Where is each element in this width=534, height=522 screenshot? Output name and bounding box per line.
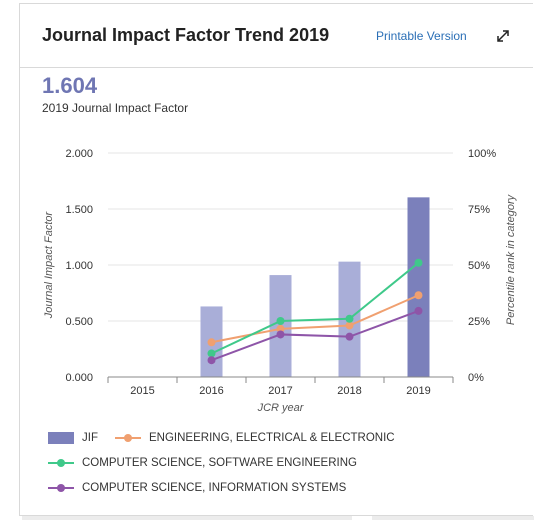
printable-version-link[interactable]: Printable Version (376, 29, 467, 43)
bottom-divider (22, 516, 352, 520)
legend-swatch (48, 432, 74, 444)
series-line (211, 309, 419, 362)
x-tick-label: 2019 (406, 385, 430, 397)
series-line (211, 261, 420, 355)
y2-tick-label: 50% (468, 260, 490, 272)
x-tick-label: 2016 (199, 385, 223, 397)
legend-label: COMPUTER SCIENCE, SOFTWARE ENGINEERING (82, 457, 357, 469)
series-point (207, 349, 216, 358)
legend-item[interactable]: COMPUTER SCIENCE, INFORMATION SYSTEMS (48, 482, 346, 494)
series-point (345, 332, 354, 341)
series-point (276, 324, 285, 333)
jif-value: 1.604 (42, 73, 98, 98)
card-header: Journal Impact Factor Trend 2019 Printab… (20, 4, 533, 68)
series-point (414, 306, 423, 315)
legend-label: COMPUTER SCIENCE, INFORMATION SYSTEMS (82, 482, 347, 494)
y2-tick-label: 75% (468, 204, 490, 216)
jif-label: 2019 Journal Impact Factor (42, 101, 189, 115)
legend-item[interactable]: COMPUTER SCIENCE, SOFTWARE ENGINEERING (48, 457, 357, 469)
series-point (345, 321, 354, 330)
x-tick-label: 2018 (337, 385, 361, 397)
x-axis-title: JCR year (257, 402, 305, 414)
y2-tick-label: 25% (468, 316, 490, 328)
jif-trend-card: Journal Impact Factor Trend 2019 Printab… (19, 3, 533, 516)
x-tick-label: 2015 (130, 385, 154, 397)
legend-item[interactable]: JIF (48, 432, 98, 444)
x-tick-label: 2017 (268, 385, 292, 397)
expand-arrows-icon[interactable] (494, 27, 512, 45)
legend-swatch (115, 434, 141, 442)
legend-item[interactable]: ENGINEERING, ELECTRICAL & ELECTRONIC (115, 432, 395, 444)
legend-label: ENGINEERING, ELECTRICAL & ELECTRONIC (149, 432, 395, 444)
y-tick-label: 1.000 (65, 260, 93, 272)
legend-label: JIF (82, 432, 98, 444)
y-tick-label: 1.500 (65, 204, 93, 216)
legend-swatch (48, 484, 74, 492)
series-point (414, 291, 423, 300)
y2-tick-label: 100% (468, 148, 496, 160)
series-point (276, 317, 285, 325)
series-point (276, 330, 285, 339)
series-line (211, 294, 419, 344)
y2-tick-label: 0% (468, 372, 484, 384)
series-point (207, 356, 216, 365)
bottom-divider-right (372, 516, 534, 520)
series-point (207, 338, 216, 347)
y-tick-label: 0.500 (65, 316, 93, 328)
jif-bar (407, 197, 430, 377)
legend-swatch (48, 459, 74, 467)
series-point (345, 314, 354, 323)
y-tick-label: 2.000 (65, 148, 93, 160)
y-tick-label: 0.000 (65, 372, 93, 384)
series-point (414, 258, 423, 267)
y2-axis-title: Percentile rank in category (505, 193, 517, 325)
y-axis-title: Journal Impact Factor (43, 210, 55, 319)
card-title: Journal Impact Factor Trend 2019 (42, 25, 330, 45)
